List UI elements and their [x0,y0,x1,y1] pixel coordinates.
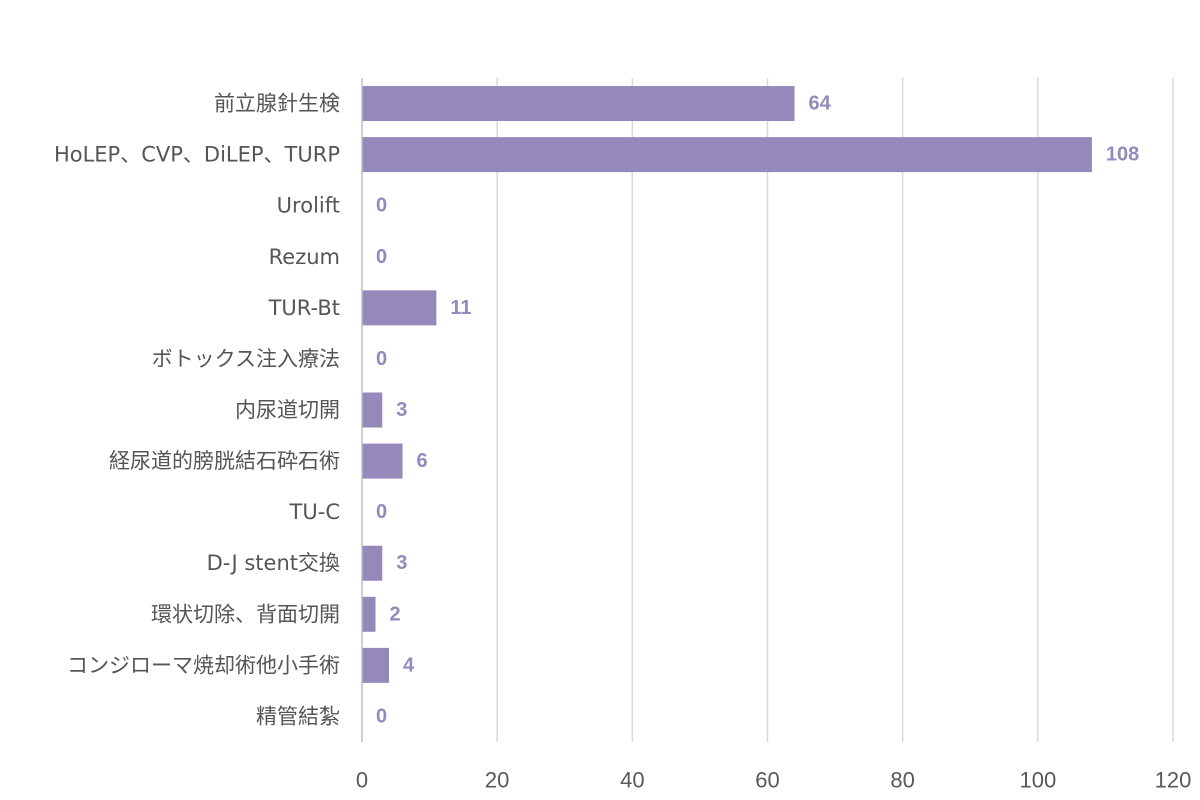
category-labels: 前立腺針生検 HoLEP、CVP、DiLEP、TURP Urolift Rezum TU… [54,92,340,729]
x-tick-label-40: 40 [620,768,644,793]
data-label-12: 0 [376,705,387,727]
category-label-11: コンジローマ焼却術他小手術 [67,653,340,677]
category-label-7: 経尿道的膀胱結石砕石術 [109,449,340,473]
x-tick-label-120: 120 [1155,768,1192,793]
bar-9 [362,545,383,581]
category-label-2: Urolift [277,194,340,218]
category-label-9: D-J stent交換 [207,551,340,575]
x-tick-label-0: 0 [356,768,368,793]
category-label-6: 内尿道切開 [235,398,340,422]
category-label-3: Rezum [269,245,340,269]
data-label-2: 0 [376,195,387,217]
bar-0 [362,86,795,122]
data-label-8: 0 [376,501,387,523]
bar-11 [362,647,390,683]
data-label-9: 3 [396,552,407,574]
data-label-10: 2 [390,603,401,625]
category-label-8: TU-C [289,500,340,524]
gridlines [496,78,1174,742]
data-label-7: 6 [417,450,428,472]
data-label-11: 4 [403,654,415,676]
x-tick-label-80: 80 [890,768,914,793]
bar-1 [362,137,1092,173]
category-label-4: TUR-Bt [268,296,340,320]
data-label-0: 64 [809,93,832,115]
bar-4 [362,290,437,326]
data-label-1: 108 [1106,144,1139,166]
category-label-12: 精管結紮 [256,704,340,728]
x-tick-label-20: 20 [485,768,509,793]
bar-10 [362,596,376,632]
x-tick-label-60: 60 [755,768,779,793]
bar-6 [362,392,383,428]
data-label-5: 0 [376,348,387,370]
data-label-4: 11 [450,297,471,319]
data-labels: 64 108 0 0 11 0 3 6 0 3 2 4 0 [376,93,1139,728]
bar-7 [362,443,403,479]
category-label-1: HoLEP、CVP、DiLEP、TURP [54,143,340,167]
category-label-10: 環状切除、背面切開 [151,602,340,626]
category-label-5: ボトックス注入療法 [152,347,340,371]
x-axis-tick-labels: 0 20 40 60 80 100 120 [356,768,1191,793]
category-label-0: 前立腺針生検 [214,92,340,116]
data-label-6: 3 [396,399,407,421]
bars [362,86,1092,683]
data-label-3: 0 [376,246,387,268]
x-tick-label-100: 100 [1019,768,1056,793]
